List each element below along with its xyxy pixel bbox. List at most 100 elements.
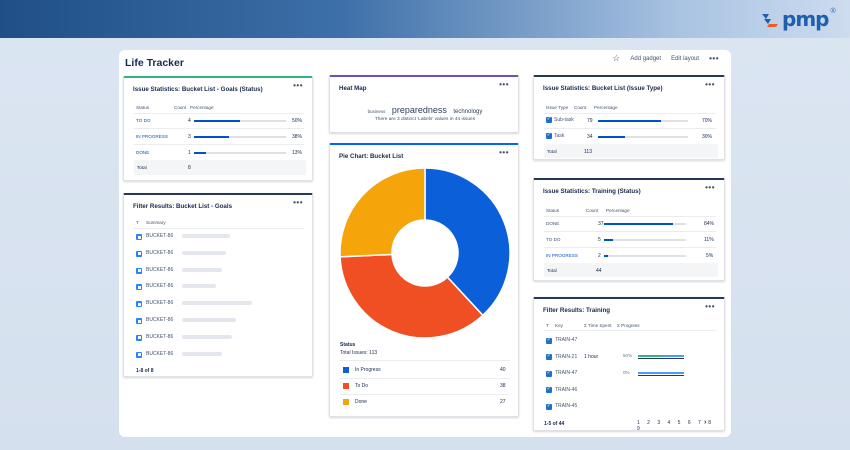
- pie-chart-gadget: Pie Chart: Bucket List ••• Status Total …: [329, 143, 519, 417]
- column-header: Summary: [146, 220, 166, 225]
- issue-type-link[interactable]: Task: [554, 133, 565, 139]
- pagination-footer: 1-8 of 8: [136, 368, 154, 374]
- brand-logo-sup: ®: [830, 7, 836, 15]
- gadget-title: Heat Map: [339, 85, 367, 92]
- more-options-icon[interactable]: •••: [705, 183, 715, 192]
- more-options-icon[interactable]: •••: [293, 81, 303, 90]
- percentage-cell: 70%: [702, 118, 713, 124]
- row-divider: [340, 360, 510, 361]
- goals-stats-gadget: Issue Statistics: Bucket List - Goals (S…: [123, 76, 313, 181]
- percentage-bar: [194, 152, 286, 154]
- page-title: Life Tracker: [125, 57, 184, 69]
- pie-slice-to-do[interactable]: [339, 253, 484, 339]
- issue-key-link[interactable]: BUCKET-86: [146, 300, 174, 307]
- issue-key-link[interactable]: BUCKET-86: [146, 333, 174, 340]
- issue-key-link[interactable]: BUCKET-86: [146, 283, 174, 290]
- edit-layout-button[interactable]: Edit layout: [671, 55, 700, 62]
- status-link[interactable]: IN PROGRESS: [546, 253, 578, 258]
- row-divider: [134, 144, 304, 145]
- status-link[interactable]: TO DO: [546, 237, 561, 242]
- issue-key-link[interactable]: TRAIN-45: [555, 403, 578, 409]
- pie-slice-in-progress[interactable]: [424, 167, 511, 317]
- gadget-title: Issue Statistics: Bucket List - Goals (S…: [133, 86, 263, 93]
- percentage-bar-fill: [604, 223, 673, 225]
- total-value: 113: [584, 149, 592, 155]
- star-icon[interactable]: ☆: [612, 53, 621, 63]
- goals-filter-gadget: Filter Results: Bucket List - Goals ••• …: [123, 193, 313, 377]
- legend-value: 27: [500, 399, 506, 405]
- pagination-footer: 1-5 of 44: [544, 421, 565, 427]
- heat-word[interactable]: technology: [453, 109, 483, 115]
- status-link[interactable]: DONE: [546, 221, 560, 226]
- row-divider: [544, 247, 716, 248]
- row-divider: [544, 330, 716, 331]
- issue-key-link[interactable]: TRAIN-46: [555, 386, 578, 393]
- percentage-bar-fill: [598, 136, 625, 138]
- legend-label[interactable]: In Progress: [355, 367, 381, 373]
- issue-key-link[interactable]: BUCKET-86: [146, 350, 174, 357]
- more-options-icon[interactable]: •••: [705, 302, 715, 311]
- row-divider: [340, 394, 510, 395]
- issue-key-link[interactable]: BUCKET-86: [146, 249, 174, 256]
- row-divider: [544, 216, 716, 217]
- status-link[interactable]: TO DO: [136, 118, 151, 123]
- more-options-icon[interactable]: •••: [293, 198, 303, 207]
- issue-key-link[interactable]: BUCKET-86: [146, 266, 174, 273]
- legend-label[interactable]: To Do: [355, 383, 369, 389]
- percentage-bar: [604, 255, 686, 257]
- percentage-cell: 11%: [704, 237, 714, 243]
- pie-slice-done[interactable]: [339, 167, 426, 258]
- percentage-bar: [604, 239, 686, 241]
- page-numbers[interactable]: 1 2 3 4 5 6 7 8 9: [637, 420, 714, 432]
- issue-type-link[interactable]: Sub-task: [554, 117, 574, 123]
- total-row: Total 44: [544, 263, 718, 277]
- status-link[interactable]: IN PROGRESS: [136, 134, 168, 139]
- issue-type-icon: [136, 250, 142, 257]
- donut-chart: [339, 167, 511, 339]
- legend-label[interactable]: Done: [355, 399, 367, 405]
- issue-key-link[interactable]: BUCKET-86: [146, 317, 174, 323]
- issue-type-icon: [136, 284, 142, 291]
- row-divider: [544, 231, 716, 232]
- row-divider: [134, 228, 304, 229]
- more-options-icon[interactable]: •••: [499, 80, 509, 89]
- summary-placeholder: [182, 301, 252, 306]
- issue-type-icon: [136, 301, 142, 308]
- status-link[interactable]: DONE: [136, 150, 150, 155]
- count-cell: 2: [598, 253, 601, 259]
- task-type-icon: [546, 132, 552, 139]
- issue-type-icon: [136, 234, 142, 240]
- heat-word[interactable]: business: [367, 109, 386, 114]
- dashboard-panel: Life Tracker ☆ Add gadget Edit layout ••…: [119, 50, 731, 437]
- legend-value: 38: [500, 383, 506, 389]
- row-divider: [340, 378, 510, 379]
- column-header: T: [136, 220, 139, 225]
- total-row: Total 8: [134, 160, 306, 175]
- percentage-bar-fill: [194, 120, 240, 122]
- issue-type-icon: [546, 403, 552, 410]
- next-page-button[interactable]: ›: [704, 419, 710, 426]
- pie-total-label: Total Issues: 113: [340, 350, 378, 356]
- issue-key-link[interactable]: TRAIN-47: [555, 337, 578, 343]
- issue-key-link[interactable]: TRAIN-47: [555, 370, 578, 376]
- heat-word[interactable]: preparedness: [391, 105, 447, 115]
- summary-placeholder: [182, 267, 222, 272]
- issue-type-stats-gadget: Issue Statistics: Bucket List (Issue Typ…: [533, 75, 725, 160]
- brand-logo-text: pmp: [782, 7, 829, 31]
- summary-placeholder: [182, 318, 236, 322]
- row-divider: [544, 113, 716, 114]
- more-options-icon[interactable]: •••: [705, 80, 715, 89]
- percentage-bar: [598, 120, 688, 122]
- percentage-bar-fill: [604, 239, 614, 241]
- more-options-icon[interactable]: •••: [709, 54, 719, 63]
- progress-bar: [638, 371, 684, 376]
- column-header: Status: [136, 105, 150, 110]
- more-options-icon[interactable]: •••: [499, 148, 509, 157]
- issue-key-link[interactable]: BUCKET-86: [146, 233, 174, 239]
- count-cell: 5: [598, 237, 601, 243]
- issue-key-link[interactable]: TRAIN-21: [555, 353, 578, 360]
- progress-bar-underline: [638, 374, 684, 376]
- percentage-bar-fill: [194, 136, 229, 138]
- legend-swatch: [343, 367, 349, 373]
- add-gadget-button[interactable]: Add gadget: [630, 55, 662, 62]
